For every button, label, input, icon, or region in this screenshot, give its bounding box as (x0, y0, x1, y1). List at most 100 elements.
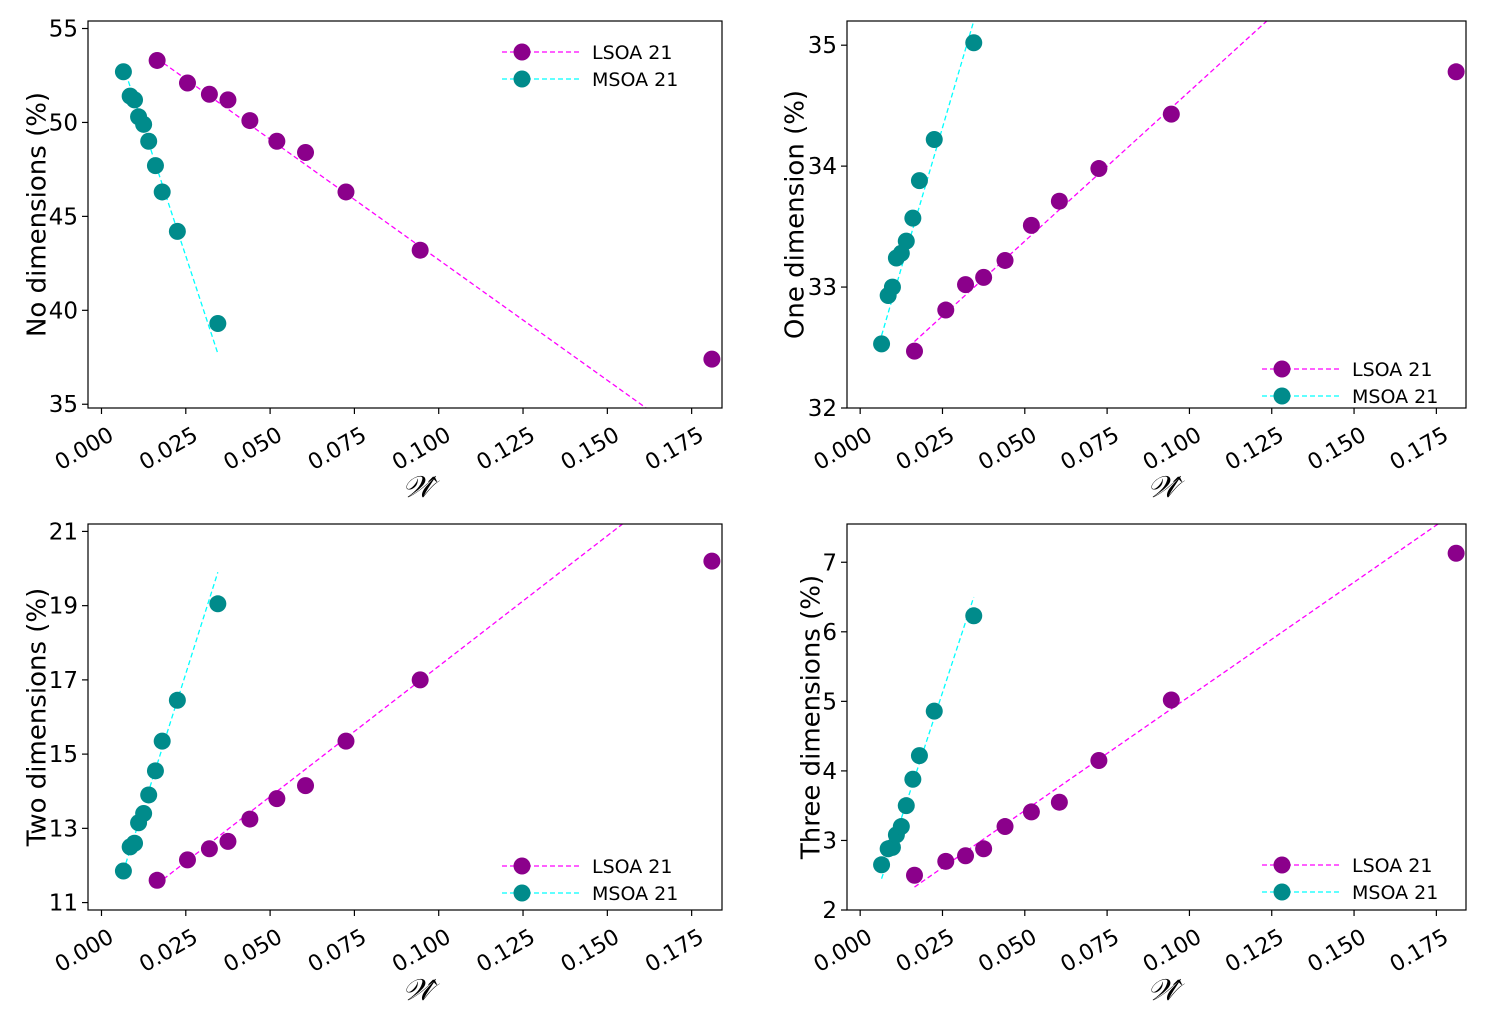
msoa-point (904, 209, 922, 227)
lsoa-point (297, 144, 315, 162)
x-tick-label: 0.125 (473, 423, 540, 476)
y-tick-label: 5 (822, 689, 837, 715)
y-tick-label: 13 (49, 816, 78, 842)
y-axis-label: One dimension (%) (781, 90, 811, 339)
lsoa-point (996, 251, 1014, 269)
y-tick-label: 32 (808, 396, 837, 422)
msoa-point (146, 157, 164, 175)
msoa-legend-label: MSOA 21 (592, 69, 678, 91)
msoa-legend-marker (1273, 883, 1291, 901)
y-tick-label: 4 (822, 759, 837, 785)
lsoa-point (1447, 63, 1465, 81)
lsoa-point (268, 790, 286, 808)
x-axis-label: 𝒲̂ (1147, 973, 1185, 1008)
lsoa-point (241, 112, 259, 130)
x-tick-label: 0.100 (388, 925, 455, 978)
y-tick-label: 34 (808, 154, 837, 180)
legend: LSOA 21 MSOA 21 (502, 856, 678, 905)
lsoa-point (975, 840, 993, 858)
lsoa-point (1022, 803, 1040, 821)
x-tick-label: 0.075 (1057, 423, 1124, 476)
msoa-point (114, 862, 132, 880)
msoa-legend-label: MSOA 21 (592, 883, 678, 905)
lsoa-point (1050, 793, 1068, 811)
lsoa-point (337, 732, 355, 750)
x-tick-label: 0.025 (135, 925, 202, 978)
msoa-fit-line (880, 21, 975, 336)
lsoa-fit-line (914, 21, 1268, 342)
msoa-point (873, 856, 891, 874)
legend: LSOA 21 MSOA 21 (502, 42, 678, 91)
lsoa-legend-label: LSOA 21 (1352, 855, 1432, 877)
msoa-point (135, 115, 153, 133)
x-tick-label: 0.125 (1221, 423, 1288, 476)
x-tick-label: 0.125 (473, 925, 540, 978)
msoa-point (114, 63, 132, 81)
lsoa-legend-label: LSOA 21 (592, 42, 672, 64)
x-tick-label: 0.075 (304, 423, 371, 476)
lsoa-point (178, 851, 196, 869)
plot-frame (846, 523, 1467, 911)
x-tick-label: 0.150 (557, 423, 624, 476)
x-tick-label: 0.075 (1057, 925, 1124, 978)
lsoa-legend-label: LSOA 21 (1352, 359, 1432, 381)
lsoa-legend-marker (513, 43, 531, 61)
lsoa-point (148, 871, 166, 889)
msoa-point (209, 314, 227, 332)
y-axis-label: Two dimensions (%) (23, 588, 53, 848)
lsoa-point (1090, 160, 1108, 178)
x-tick-label: 0.050 (220, 423, 287, 476)
lsoa-point (905, 342, 923, 360)
x-tick-label: 0.000 (810, 925, 877, 978)
lsoa-point (1090, 751, 1108, 769)
y-tick-label: 45 (49, 204, 78, 230)
msoa-point (140, 786, 158, 804)
msoa-point (135, 805, 153, 822)
x-tick-label: 0.150 (1304, 925, 1371, 978)
msoa-point (153, 183, 171, 201)
msoa-point (140, 132, 158, 150)
lsoa-point (178, 74, 196, 92)
lsoa-legend-label: LSOA 21 (592, 856, 672, 878)
x-tick-label: 0.100 (1139, 925, 1206, 978)
lsoa-point (1050, 192, 1068, 210)
x-tick-label: 0.025 (135, 423, 202, 476)
x-tick-label: 0.000 (51, 925, 118, 978)
panel-1: 0.000 0.025 0.050 0.075 0.100 0.125 0.150 0.175… (23, 17, 723, 505)
lsoa-point (297, 777, 315, 795)
y-tick-label: 17 (49, 668, 78, 694)
y-tick-label: 21 (49, 519, 78, 545)
lsoa-point (703, 552, 721, 570)
msoa-legend-marker (513, 70, 531, 88)
panel-4: 0.000 0.025 0.050 0.075 0.100 0.125 0.150 0.175… (797, 523, 1467, 1008)
lsoa-point (219, 832, 237, 850)
msoa-point (883, 278, 901, 296)
msoa-point (897, 232, 915, 250)
lsoa-point (200, 85, 218, 103)
panel-3: 0.000 0.025 0.050 0.075 0.100 0.125 0.150 0.175… (23, 519, 723, 1008)
x-tick-label: 0.175 (641, 925, 708, 978)
x-tick-label: 0.075 (304, 925, 371, 978)
msoa-point (168, 222, 186, 240)
y-tick-label: 35 (49, 392, 78, 418)
lsoa-point (241, 810, 259, 828)
lsoa-fit-line (156, 524, 623, 885)
lsoa-point (411, 241, 429, 259)
lsoa-point (957, 847, 975, 865)
x-tick-label: 0.100 (1139, 423, 1206, 476)
y-axis-label: Three dimensions (%) (797, 575, 827, 860)
y-tick-label: 19 (49, 594, 78, 620)
x-tick-label: 0.050 (974, 925, 1041, 978)
msoa-legend-label: MSOA 21 (1352, 882, 1438, 904)
msoa-point (910, 172, 928, 190)
y-tick-label: 55 (49, 17, 78, 43)
msoa-point (925, 131, 943, 149)
plot-frame (846, 20, 1467, 409)
lsoa-point (1162, 105, 1180, 123)
x-tick-label: 0.000 (810, 423, 877, 476)
msoa-legend-label: MSOA 21 (1352, 386, 1438, 408)
y-tick-label: 3 (822, 828, 837, 854)
lsoa-legend-marker (1273, 360, 1291, 378)
msoa-legend-marker (1273, 387, 1291, 405)
